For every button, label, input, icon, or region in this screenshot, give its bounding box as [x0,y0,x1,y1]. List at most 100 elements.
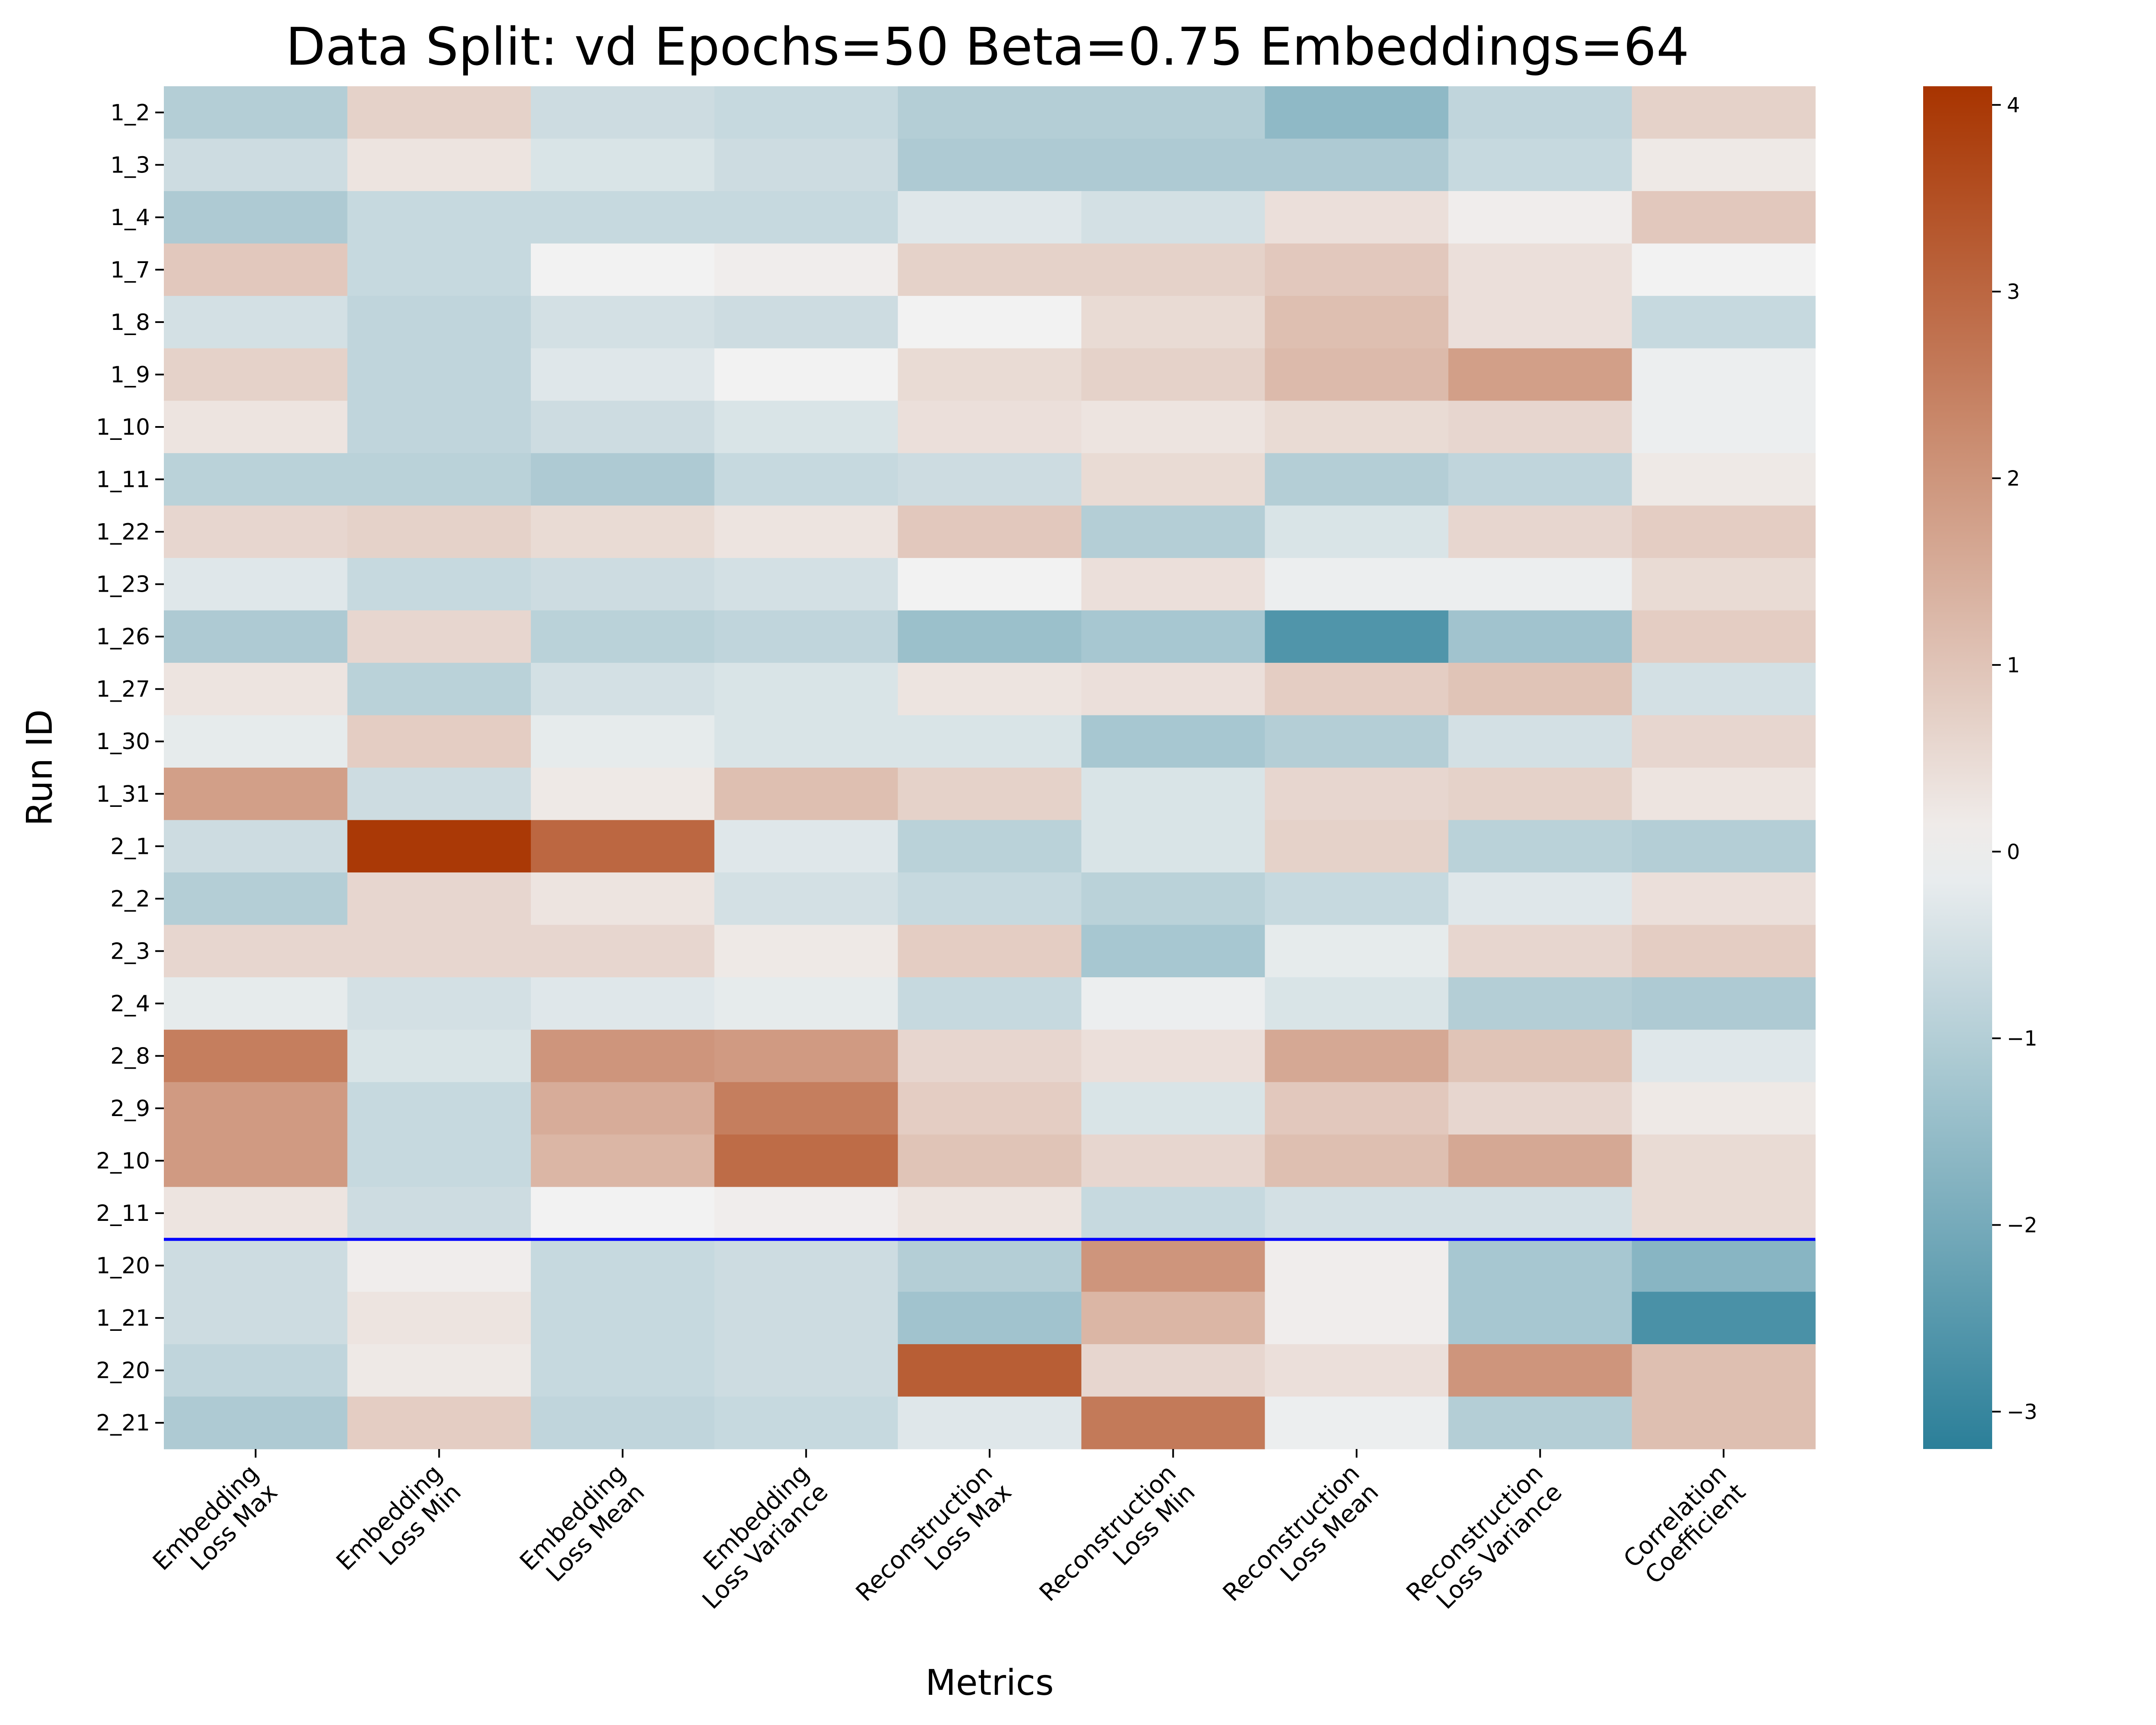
heatmap-cell [1632,296,1816,349]
heatmap-cell [714,1292,898,1345]
heatmap-cell [714,1187,898,1240]
heatmap-cell [1448,505,1633,558]
heatmap-cell [347,820,531,873]
heatmap-cell [1632,138,1816,191]
colorbar-tick-label: 1 [2007,653,2020,677]
heatmap-cell [347,872,531,925]
heatmap-cell [1265,977,1449,1030]
heatmap-cell [1448,243,1633,296]
column-label: EmbeddingLoss Max [147,1459,283,1595]
heatmap-cell [164,1239,348,1292]
heatmap-cell [1081,505,1265,558]
heatmap-cell [1081,348,1265,401]
heatmap-cell [531,1134,715,1187]
heatmap-cell [164,715,348,768]
heatmap-cell [1265,662,1449,716]
heatmap-cell [531,820,715,873]
row-label: 1_23 [96,572,150,598]
column-labels: EmbeddingLoss Max EmbeddingLoss Min Embedd… [147,1449,1751,1615]
heatmap-cell [1081,1029,1265,1082]
heatmap-cell [898,1082,1082,1135]
heatmap-cell [531,191,715,244]
heatmap-cell [1265,191,1449,244]
heatmap-cell [898,505,1082,558]
heatmap-cell [898,768,1082,821]
heatmap-cell [347,715,531,768]
heatmap-cell [347,1292,531,1345]
heatmap-cell [1081,296,1265,349]
heatmap-cell [714,977,898,1030]
heatmap-cell [531,1187,715,1240]
heatmap-cell [1081,925,1265,978]
heatmap-cell [898,820,1082,873]
heatmap-cell [164,86,348,139]
heatmap-cell [1448,558,1633,611]
heatmap-cell [1081,558,1265,611]
row-label: 1_22 [96,519,150,545]
heatmap-cell [531,1292,715,1345]
heatmap-cell [1081,401,1265,454]
heatmap-cell [347,768,531,821]
column-label: EmbeddingLoss Variance [678,1459,834,1615]
row-labels: 1_2 1_3 1_4 1_7 1_8 1_9 1_10 1_11 1_22 1_23 1_26 1_… [96,100,164,1436]
colorbar-tick-label: 4 [2007,93,2020,117]
heatmap-cell [531,453,715,506]
heatmap-cell [164,662,348,716]
heatmap-cell [347,977,531,1030]
heatmap-cell [1448,1187,1633,1240]
heatmap-cell [531,401,715,454]
column-label: CorrelationCoefficient [1618,1459,1751,1592]
heatmap-cell [164,296,348,349]
heatmap-cell [714,191,898,244]
row-label: 2_4 [110,991,150,1017]
heatmap-cell [1448,138,1633,191]
heatmap-cell [1265,401,1449,454]
heatmap-cell [898,1134,1082,1187]
heatmap-cell [1265,610,1449,663]
row-label: 2_8 [110,1043,150,1069]
heatmap-cell [898,1239,1082,1292]
heatmap-cell [898,558,1082,611]
heatmap-cells [164,86,1816,1449]
heatmap-cell [1081,1082,1265,1135]
heatmap-cell [347,505,531,558]
heatmap-cell [1448,610,1633,663]
heatmap-cell [1448,1134,1633,1187]
heatmap-cell [898,1396,1082,1449]
heatmap-cell [347,138,531,191]
heatmap-cell [1448,1029,1633,1082]
heatmap-cell [1632,1134,1816,1187]
heatmap-cell [164,243,348,296]
x-axis-label: Metrics [925,1662,1054,1703]
heatmap-cell [1632,1292,1816,1345]
heatmap-cell [1448,977,1633,1030]
row-label: 1_3 [110,152,150,178]
heatmap-cell [1081,86,1265,139]
row-label: 2_3 [110,938,150,964]
heatmap-cell [714,348,898,401]
row-label: 1_26 [96,624,150,650]
heatmap-cell [1448,1292,1633,1345]
heatmap-cell [531,558,715,611]
heatmap-cell [1448,191,1633,244]
heatmap-cell [898,243,1082,296]
heatmap-cell [1632,243,1816,296]
heatmap-cell [1081,1396,1265,1449]
row-label: 2_9 [110,1096,150,1122]
heatmap-cell [1632,662,1816,716]
heatmap-cell [531,505,715,558]
colorbar-tick-label: 3 [2007,280,2020,304]
row-label: 2_10 [96,1148,150,1174]
heatmap-cell [1081,768,1265,821]
heatmap-cell [1632,191,1816,244]
heatmap-cell [1632,86,1816,139]
heatmap-cell [1632,925,1816,978]
heatmap-cell [1448,662,1633,716]
heatmap-cell [714,662,898,716]
heatmap-cell [714,925,898,978]
heatmap-cell [898,662,1082,716]
heatmap-cell [531,768,715,821]
heatmap-cell [1265,348,1449,401]
heatmap-cell [1448,925,1633,978]
